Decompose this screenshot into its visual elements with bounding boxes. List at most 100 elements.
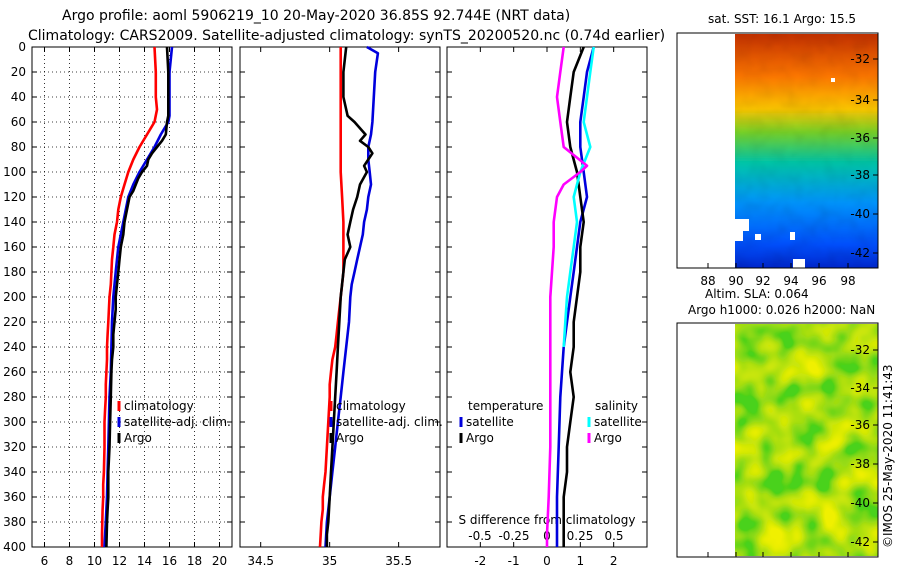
sla-map-title-1: Altim. SLA: 0.064 <box>705 287 809 301</box>
sla-lat-label: -42 <box>850 535 870 549</box>
argo-marker-sst <box>831 78 835 82</box>
x-tick-label: 2 <box>610 554 618 568</box>
profile-lines <box>100 45 595 548</box>
land-mask-4 <box>790 232 795 240</box>
sla-lat-label: -34 <box>850 381 870 395</box>
x-tick-label: 20 <box>212 554 227 568</box>
depth-tick-label: 360 <box>3 490 26 504</box>
diff-legend-temp-satellite-label: satellite <box>466 415 514 429</box>
x-tick-label: -2 <box>474 554 486 568</box>
depth-tick-label: 20 <box>11 65 26 79</box>
x-tick-label: 18 <box>187 554 202 568</box>
sst-lon-label: 96 <box>811 274 826 288</box>
sal-legend-argo-label: Argo <box>336 431 364 445</box>
sst-map-border <box>676 32 879 269</box>
depth-tick-label: 100 <box>3 165 26 179</box>
sla-lat-label: -36 <box>850 418 870 432</box>
depth-tick-label: 200 <box>3 290 26 304</box>
salinity-diff-tick-label: -0.5 <box>468 529 491 543</box>
sla-lat-label: -40 <box>850 496 870 510</box>
x-tick-label: 1 <box>577 554 585 568</box>
land-mask-1 <box>735 219 749 231</box>
sla-heatmap <box>676 322 879 558</box>
sst-lat-label: -34 <box>850 93 870 107</box>
x-tick-label: 16 <box>162 554 177 568</box>
x-tick-label: 12 <box>112 554 127 568</box>
temp-legend-satellite-label: satellite-adj. clim. <box>124 415 231 429</box>
diff-legend-temperature-title: temperature <box>468 399 543 413</box>
salinity-diff-tick-label: -0.25 <box>498 529 529 543</box>
temp-legend-climatology-label: climatology <box>124 399 194 413</box>
x-tick-label: 14 <box>137 554 152 568</box>
sst-lat-label: -42 <box>850 246 870 260</box>
series-line-argo <box>105 46 170 548</box>
sst-map-title: sat. SST: 16.1 Argo: 15.5 <box>708 12 856 26</box>
legends: climatology satellite-adj. clim. Argo clima… <box>117 399 642 445</box>
x-tick-label: 10 <box>87 554 102 568</box>
sst-lon-label: 90 <box>728 274 743 288</box>
series-line-climatology <box>318 47 345 548</box>
depth-tick-label: 120 <box>3 190 26 204</box>
depth-tick-label: 160 <box>3 240 26 254</box>
depth-tick-label: 380 <box>3 515 26 529</box>
depth-tick-label: 80 <box>11 140 26 154</box>
depth-tick-label: 280 <box>3 390 26 404</box>
map-axes: -32 -34 -36 -38 -40 -42 88 90 92 94 96 98 -32 -34 -36 -… <box>700 52 878 557</box>
depth-tick-label: 220 <box>3 315 26 329</box>
sst-lon-label: 98 <box>840 274 855 288</box>
sst-lat-label: -40 <box>850 207 870 221</box>
depth-axis: 0 20 40 60 80 100 120 140 160 180 200 220 240 260 280 3… <box>3 40 647 554</box>
sla-map-title-2: Argo h1000: 0.026 h2000: NaN <box>688 303 875 317</box>
depth-tick-label: 340 <box>3 465 26 479</box>
imos-credit: ©IMOS 25-May-2020 11:41:43 <box>881 364 895 548</box>
sla-field <box>735 324 878 556</box>
sst-lat-label: -32 <box>850 52 870 66</box>
salinity-diff-tick-label: 0.5 <box>604 529 623 543</box>
sst-lon-label: 94 <box>783 274 798 288</box>
x-tick-label: 35.5 <box>385 554 412 568</box>
x-tick-label: 34.5 <box>247 554 274 568</box>
series-line-climatology <box>100 46 159 547</box>
figure-title-line1: Argo profile: aoml 5906219_10 20-May-202… <box>62 8 570 24</box>
x-tick-label: 35 <box>322 554 337 568</box>
depth-tick-label: 400 <box>3 540 26 554</box>
x-tick-label: 0 <box>543 554 551 568</box>
sst-lat-label: -38 <box>850 168 870 182</box>
sst-heatmap <box>676 32 879 269</box>
sst-lat-label: -36 <box>850 131 870 145</box>
salinity-diff-tick-label: 0.25 <box>567 529 594 543</box>
sst-field-fill <box>735 34 878 268</box>
x-tick-label: -1 <box>508 554 520 568</box>
depth-tick-label: 0 <box>18 40 26 54</box>
land-mask-2 <box>735 231 743 241</box>
sal-legend-satellite-label: satellite-adj. clim. <box>336 415 443 429</box>
temp-legend-argo-label: Argo <box>124 431 152 445</box>
sla-map-border <box>676 322 879 558</box>
depth-tick-label: 240 <box>3 340 26 354</box>
sst-lon-label: 88 <box>700 274 715 288</box>
series-line-argo <box>325 46 374 547</box>
depth-tick-label: 260 <box>3 365 26 379</box>
series-line-temperature-argo <box>562 46 585 547</box>
x-tick-label: 6 <box>41 554 49 568</box>
depth-tick-label: 320 <box>3 440 26 454</box>
sst-lon-label: 92 <box>755 274 770 288</box>
sal-legend-climatology-label: climatology <box>336 399 406 413</box>
diff-legend-sal-argo-label: Argo <box>594 431 622 445</box>
x-axes: 6 8 10 12 14 16 18 20 34.5 35 35.5 -2 -1 0 1 2-0.5 -0.25… <box>41 47 635 568</box>
temperature-grid <box>32 46 232 548</box>
diff-legend-sal-satellite-label: satellite <box>594 415 642 429</box>
sst-field <box>735 34 878 268</box>
series-line-salinity-argo <box>545 46 589 547</box>
depth-tick-label: 60 <box>11 115 26 129</box>
land-mask-5 <box>793 259 805 268</box>
x-tick-label: 8 <box>66 554 74 568</box>
sla-field-fill <box>735 324 878 556</box>
land-mask-3 <box>755 234 761 240</box>
depth-tick-label: 140 <box>3 215 26 229</box>
difference-panel-frame <box>446 46 648 548</box>
series-line-salinity-satellite <box>562 46 595 348</box>
sla-lat-label: -32 <box>850 343 870 357</box>
diff-legend-temp-argo-label: Argo <box>466 431 494 445</box>
